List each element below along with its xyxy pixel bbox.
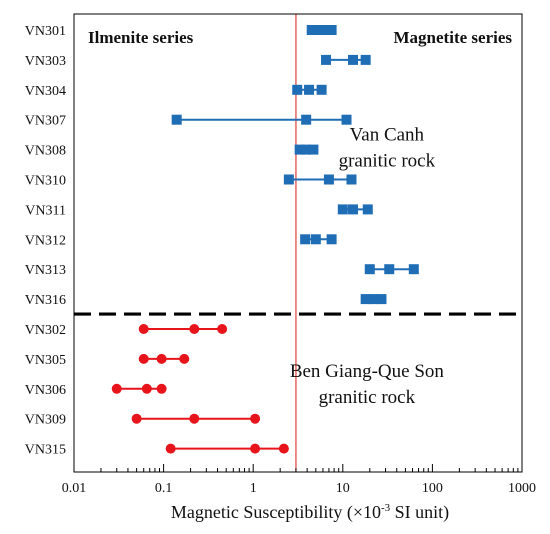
data-point-circle [165,443,176,454]
x-tick-label: 10 [336,481,350,496]
x-axis-label-exponent: -3 [381,502,391,514]
sample-label: VN308 [25,144,66,159]
x-tick-label: 100 [422,481,443,496]
group-label: Van Canh [350,125,425,146]
sample-label: VN306 [25,383,66,398]
data-point-circle [111,383,122,394]
sample-label: VN303 [25,54,66,69]
sample-label: VN301 [25,24,66,39]
data-point-square [321,54,332,65]
sample-label: VN302 [25,323,66,338]
x-tick-label: 0.1 [155,481,173,496]
data-point-square [326,234,337,245]
sample-label: VN307 [25,114,66,129]
data-point-square [316,84,327,95]
data-point-square [362,204,373,215]
data-point-circle [138,353,149,364]
data-point-circle [217,324,228,334]
sample-label: VN304 [25,84,66,99]
data-point-square [348,54,359,65]
x-tick-label: 1 [250,481,257,496]
magnetite-series-label: Magnetite series [394,28,513,47]
data-point-square [360,54,371,65]
data-point-circle [189,324,200,334]
data-point-square [321,25,332,35]
sample-label: VN310 [25,174,66,189]
data-point-square [348,204,359,215]
x-axis-label-unit: SI unit) [390,502,449,523]
data-point-square [326,25,337,35]
sample-label: VN315 [25,443,66,458]
data-point-square [304,84,315,95]
data-point-square [314,25,325,35]
group-label: Ben Giang-Que Son [290,361,445,382]
data-point-square [171,114,182,125]
sample-label: VN313 [25,263,66,278]
data-point-square [301,144,312,155]
sample-label: VN316 [25,293,66,308]
data-point-square [360,294,371,305]
x-tick-label: 1000 [508,481,536,496]
data-point-square [301,114,312,125]
data-point-circle [278,443,289,454]
x-tick-label: 0.01 [62,481,87,496]
data-point-square [292,84,303,95]
data-point-circle [131,413,142,424]
data-point-square [376,294,387,305]
plot-area: Van Canh granitic rock Ben Giang-Que Son gr… [74,14,522,472]
data-point-circle [156,353,167,364]
sample-label: VN305 [25,353,66,368]
sample-label: VN312 [25,233,66,248]
plot-frame [73,13,523,473]
group-label: granitic rock [339,151,436,172]
data-point-square [384,264,395,275]
data-point-circle [250,443,261,454]
ilmenite-series-label: Ilmenite series [88,28,194,47]
data-point-square [364,264,375,275]
x-axis-label-main: Magnetic Susceptibility (×10 [171,502,381,523]
data-point-circle [189,413,200,424]
x-axis-label: Magnetic Susceptibility (×10-3 SI unit) [171,502,449,523]
data-point-circle [138,324,149,334]
data-point-circle [156,383,167,394]
data-point-circle [250,413,261,424]
data-point-square [341,114,352,125]
data-point-square [294,144,305,155]
sample-label: VN311 [25,203,66,218]
data-point-square [368,294,379,305]
data-point-circle [141,383,152,394]
data-point-square [408,264,419,275]
data-point-square [308,144,319,155]
data-point-square [283,174,294,185]
data-point-square [337,204,348,215]
data-point-square [346,174,357,185]
sample-label: VN309 [25,413,66,428]
data-point-square [306,25,317,35]
data-point-square [300,234,311,245]
data-point-square [310,234,321,245]
axes: 0.01 0.1 1 10 100 1000 VN301 VN303 VN304 VN307 VN3… [25,13,536,496]
group-label: granitic rock [319,387,416,408]
data-point-square [323,174,334,185]
data-point-circle [179,353,190,364]
